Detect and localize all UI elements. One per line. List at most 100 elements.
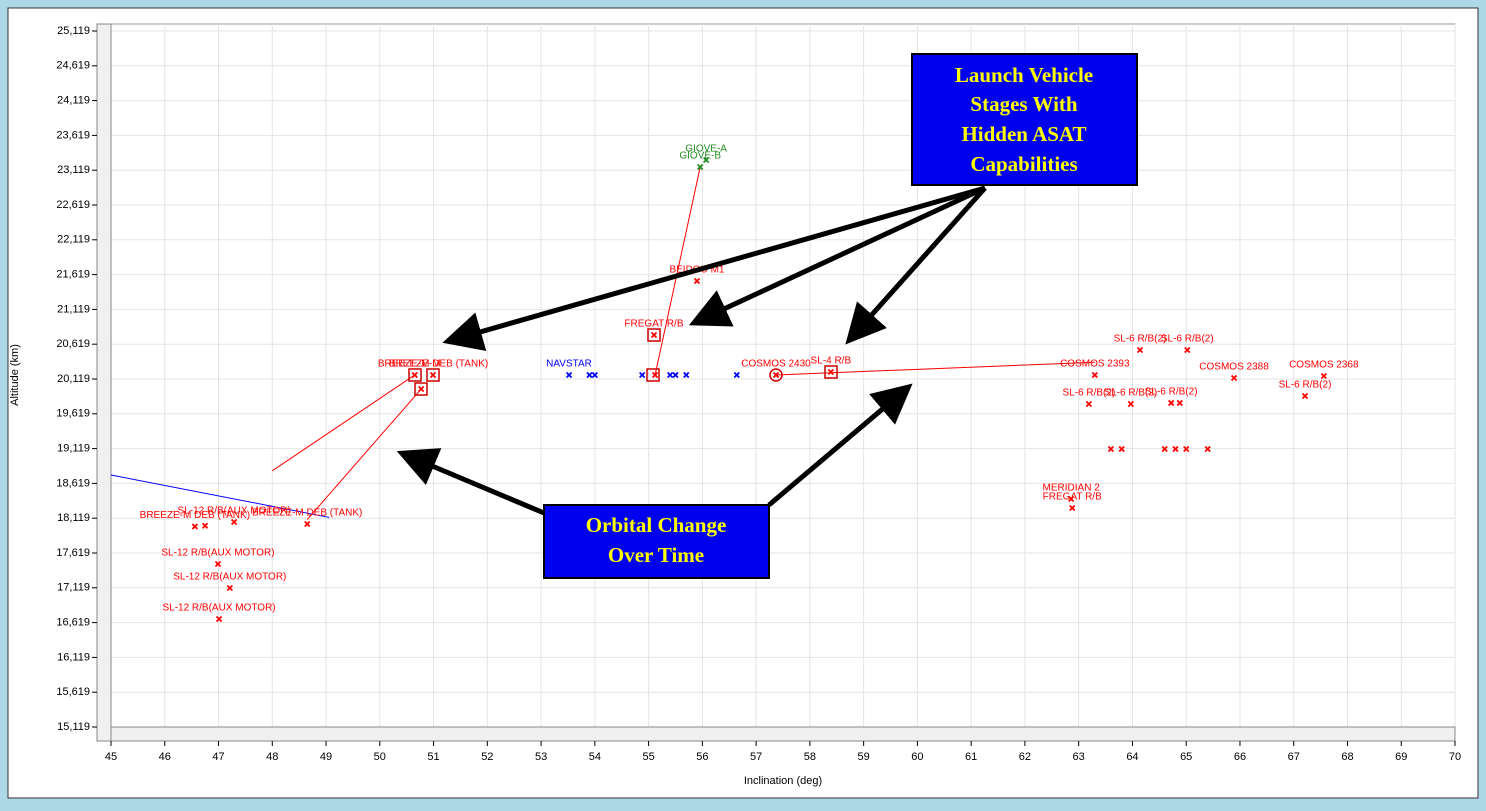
point [230,518,238,526]
point [772,371,780,379]
x-tick-label: 51 [427,751,439,763]
x-tick-label: 58 [804,751,816,763]
point-label: COSMOS 2393 [1060,359,1130,370]
y-tick-label: 23,619 [56,129,90,141]
h-scrollbar[interactable] [110,726,1456,742]
point [418,385,425,393]
point [1136,346,1144,354]
point [1230,374,1238,382]
y-tick-label: 23,119 [57,164,90,176]
point-label: BREEZE-M DEB (TANK) [140,510,250,521]
point [1107,445,1115,453]
point-label: SL-6 R/B(2) [1062,388,1115,399]
track [110,474,330,518]
point [1184,346,1191,354]
x-tick-label: 68 [1341,751,1353,763]
point [827,368,834,376]
point [1127,400,1134,408]
annotation-line: Capabilities [970,152,1077,176]
y-tick-label: 21,119 [57,303,90,315]
x-tick-label: 67 [1288,751,1300,763]
point [1085,400,1093,408]
y-tick-label: 24,619 [56,60,90,72]
point [215,615,223,623]
point [693,277,701,285]
y-tick-label: 16,119 [57,651,90,663]
point [1161,445,1168,453]
x-tick-label: 66 [1234,751,1246,763]
x-tick-label: 50 [374,751,386,763]
point [214,560,222,568]
highlight [646,368,660,382]
y-tick-label: 16,619 [56,617,90,629]
point [672,371,679,379]
y-tick-label: 21,619 [56,269,90,281]
y-tick-label: 17,119 [57,582,90,594]
highlight [414,382,428,396]
point-label: COSMOS 2388 [1199,362,1269,373]
point-label: SL-6 R/B(2) [1114,334,1167,345]
y-tick-label: 19,119 [57,443,90,455]
y-tick-label: 18,619 [56,477,90,489]
point-label: FREGAT R/B [1043,492,1102,503]
highlight [426,368,440,382]
point [201,522,209,529]
y-tick-label: 24,119 [57,95,90,107]
x-tick-label: 70 [1449,751,1461,763]
point [702,156,710,164]
point-label: SL-12 R/B(AUX MOTOR) [162,603,275,614]
point [304,520,311,528]
x-tick-label: 65 [1180,751,1192,763]
highlight [769,368,783,382]
point-label: BREEZE-M DEB (TANK) [252,508,362,519]
point-label: SL-6 R/B(2) [1145,387,1198,398]
point [733,371,740,379]
arrow [767,383,913,507]
plot-area [102,23,1456,742]
arrow [442,185,986,352]
x-tick-label: 45 [105,751,117,763]
point-label: NAVSTAR [546,359,592,370]
arrow [688,185,987,327]
arrow [396,448,545,516]
x-tick-label: 47 [212,751,224,763]
point [1118,445,1125,453]
x-tick-label: 56 [696,751,708,763]
point [1183,445,1190,453]
point [1204,445,1211,453]
point-label: MERIDIAN 2 [1043,483,1101,494]
x-tick-label: 49 [320,751,332,763]
point [191,523,199,530]
point-label: SL-6 R/B(2) [1279,380,1332,391]
y-tick-label: 18,119 [57,512,90,524]
x-tick-label: 54 [589,751,601,763]
point-label: COSMOS 2368 [1289,360,1359,371]
point [1320,372,1327,380]
x-tick-label: 46 [159,751,171,763]
x-tick-label: 62 [1019,751,1031,763]
x-tick-label: 48 [266,751,278,763]
v-scrollbar[interactable] [96,23,112,742]
point [429,371,437,379]
point [411,371,418,379]
annotation-line: Orbital Change [586,513,727,537]
point [1176,399,1183,407]
x-tick-label: 61 [965,751,977,763]
annotation-line: Over Time [608,543,704,567]
point [565,371,573,379]
point-label: GIOVE-B [679,151,721,162]
y-tick-label: 22,119 [57,234,90,246]
x-tick-label: 55 [642,751,654,763]
highlight [824,365,838,379]
highlights [408,328,838,396]
point-label: FREGAT R/B [624,319,683,330]
x-tick-label: 53 [535,751,547,763]
annotation-line: Hidden ASAT [961,122,1086,146]
point [666,371,674,379]
point-label: BREEZE-M DEB (TANK) [378,359,488,370]
arrows [396,185,987,516]
point-label: SL-6 R/B(2) [1104,388,1157,399]
point-label: BREEZE-M [389,359,441,370]
track [272,374,416,472]
